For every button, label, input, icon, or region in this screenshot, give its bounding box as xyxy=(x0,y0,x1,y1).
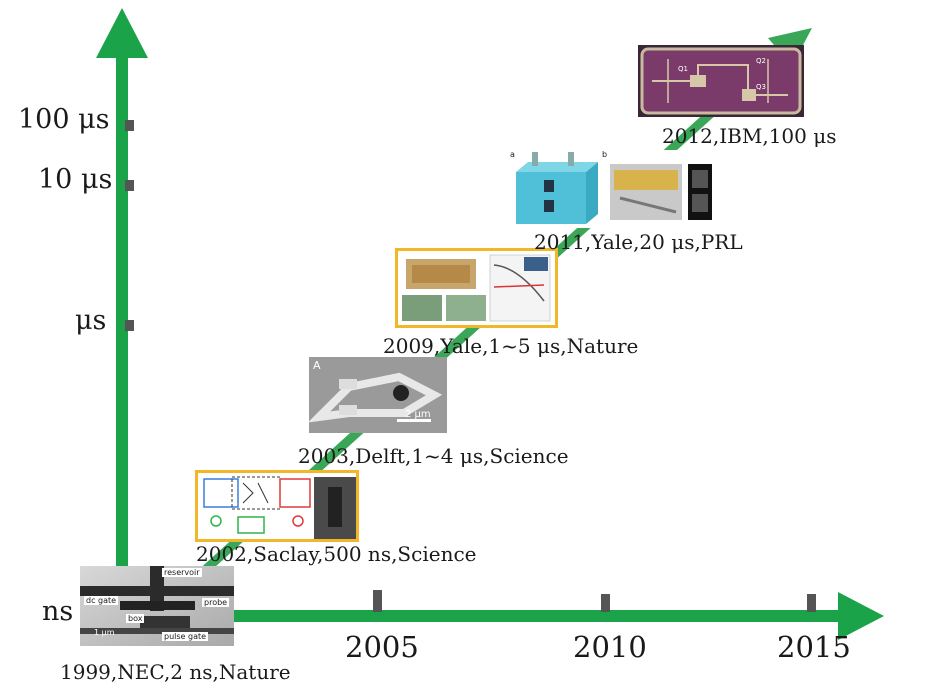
inset-label: pulse gate xyxy=(162,632,209,641)
milestone-caption: 2011,Yale,20 μs,PRL xyxy=(534,230,743,254)
inset-label: reservoir xyxy=(162,568,202,577)
inset-label: 2 μm xyxy=(405,409,431,420)
inset-label: dc gate xyxy=(84,596,119,605)
inset-label: 1 μm xyxy=(94,628,115,637)
inset-label: A xyxy=(313,359,321,372)
yale-2011-device-image: a b xyxy=(510,150,715,228)
delft-sem-drawing xyxy=(309,357,447,433)
y-tickmark-us xyxy=(125,320,134,331)
inset-label: Q3 xyxy=(756,83,766,91)
yale-2009-device-image xyxy=(395,248,558,328)
ibm-2012-chip-image: Q1 Q2 Q3 xyxy=(638,45,804,117)
x-tick-label: 2010 xyxy=(573,630,647,664)
inset-label: b xyxy=(602,150,608,159)
milestone-caption: 2012,IBM,100 μs xyxy=(662,124,837,148)
saclay-2002-circuit-image xyxy=(195,470,359,542)
y-tick-label: 100 μs xyxy=(18,104,110,135)
y-tickmark-10us xyxy=(125,180,134,191)
x-tick-label: 2005 xyxy=(345,630,419,664)
milestone-caption: 2002,Saclay,500 ns,Science xyxy=(196,542,477,566)
inset-label: a xyxy=(510,150,515,159)
inset-label: box xyxy=(126,614,145,623)
y-tick-label: 10 μs xyxy=(38,164,113,195)
inset-label: probe xyxy=(202,598,230,607)
y-tick-label: ns xyxy=(42,596,74,627)
yale-2011-drawing xyxy=(516,152,712,224)
inset-label: Q2 xyxy=(756,57,766,65)
x-axis-arrowhead xyxy=(838,592,884,640)
yale-2009-drawing xyxy=(402,254,551,322)
x-tickmark-2015 xyxy=(807,594,816,612)
delft-2003-sem-image: A 2 μm xyxy=(309,357,447,433)
milestone-caption: 2003,Delft,1~4 μs,Science xyxy=(298,444,569,468)
nec-1999-device-image: reservoir dc gate probe box 1 μm pulse g… xyxy=(80,566,234,646)
ibm-chip-drawing xyxy=(640,47,802,115)
saclay-circuit-drawing xyxy=(203,476,356,539)
x-tick-label: 2015 xyxy=(777,630,851,664)
milestone-caption: 1999,NEC,2 ns,Nature xyxy=(60,660,291,684)
x-tickmark-2005 xyxy=(373,590,382,612)
milestone-caption: 2009,Yale,1~5 μs,Nature xyxy=(383,334,639,358)
inset-label: Q1 xyxy=(678,65,688,73)
y-tick-label: μs xyxy=(75,305,107,336)
x-tickmark-2010 xyxy=(601,594,610,612)
y-axis-arrowhead xyxy=(96,8,148,58)
y-tickmark-100us xyxy=(125,120,134,131)
